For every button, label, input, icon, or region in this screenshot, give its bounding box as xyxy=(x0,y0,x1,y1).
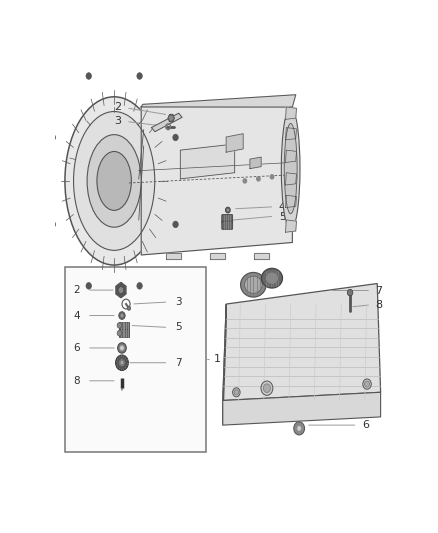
Bar xyxy=(120,321,129,329)
Polygon shape xyxy=(250,157,261,168)
Polygon shape xyxy=(116,282,121,290)
Polygon shape xyxy=(168,115,171,118)
Text: 5: 5 xyxy=(279,212,286,222)
Ellipse shape xyxy=(97,151,131,211)
Polygon shape xyxy=(286,195,297,207)
Text: 4: 4 xyxy=(279,202,286,212)
Ellipse shape xyxy=(233,388,240,397)
Circle shape xyxy=(270,175,274,179)
Circle shape xyxy=(117,330,122,336)
Text: 5: 5 xyxy=(175,322,182,333)
Circle shape xyxy=(120,361,124,365)
Polygon shape xyxy=(141,95,296,107)
Polygon shape xyxy=(171,118,174,122)
Circle shape xyxy=(120,345,124,351)
Text: 2: 2 xyxy=(114,102,121,112)
Text: 4: 4 xyxy=(74,311,80,320)
Polygon shape xyxy=(226,134,243,152)
Circle shape xyxy=(173,221,178,228)
Ellipse shape xyxy=(265,272,279,284)
Polygon shape xyxy=(254,253,269,259)
Polygon shape xyxy=(286,127,297,140)
Text: 8: 8 xyxy=(74,376,80,386)
Polygon shape xyxy=(121,389,123,391)
Polygon shape xyxy=(286,220,297,232)
Circle shape xyxy=(243,179,247,183)
Circle shape xyxy=(118,343,126,353)
Polygon shape xyxy=(121,290,126,298)
Circle shape xyxy=(137,72,142,79)
Polygon shape xyxy=(116,290,121,298)
Circle shape xyxy=(86,282,92,289)
Circle shape xyxy=(117,322,122,328)
Circle shape xyxy=(297,425,301,431)
Polygon shape xyxy=(166,253,181,259)
Circle shape xyxy=(50,221,56,228)
Circle shape xyxy=(116,355,128,370)
Circle shape xyxy=(170,116,173,120)
Text: 6: 6 xyxy=(362,420,369,430)
Ellipse shape xyxy=(261,268,283,288)
Ellipse shape xyxy=(364,381,370,387)
Ellipse shape xyxy=(244,276,262,293)
Circle shape xyxy=(86,72,92,79)
Circle shape xyxy=(137,282,142,289)
Ellipse shape xyxy=(234,390,239,395)
Circle shape xyxy=(294,422,304,435)
Ellipse shape xyxy=(87,135,141,227)
Polygon shape xyxy=(286,173,297,185)
Circle shape xyxy=(127,306,131,310)
Circle shape xyxy=(119,312,125,319)
Polygon shape xyxy=(223,304,226,425)
FancyBboxPatch shape xyxy=(222,221,233,229)
Polygon shape xyxy=(121,282,126,290)
FancyBboxPatch shape xyxy=(222,215,233,223)
Ellipse shape xyxy=(263,384,271,392)
Text: 1: 1 xyxy=(214,354,221,365)
Circle shape xyxy=(118,287,124,294)
Polygon shape xyxy=(180,144,235,179)
Polygon shape xyxy=(141,107,293,255)
Ellipse shape xyxy=(65,97,163,265)
Bar xyxy=(65,267,206,452)
Polygon shape xyxy=(223,392,381,425)
Polygon shape xyxy=(170,118,173,122)
Polygon shape xyxy=(170,115,173,118)
Polygon shape xyxy=(210,253,225,259)
Text: 3: 3 xyxy=(175,297,182,307)
Circle shape xyxy=(50,134,56,141)
Polygon shape xyxy=(168,118,171,122)
Ellipse shape xyxy=(261,381,273,395)
Circle shape xyxy=(119,359,125,367)
Text: 7: 7 xyxy=(375,286,383,295)
Polygon shape xyxy=(152,113,182,132)
Ellipse shape xyxy=(74,111,155,251)
Text: 8: 8 xyxy=(375,300,383,310)
Text: 6: 6 xyxy=(74,343,80,353)
Text: 2: 2 xyxy=(74,285,80,295)
Ellipse shape xyxy=(240,272,266,297)
Polygon shape xyxy=(116,286,121,294)
Text: 3: 3 xyxy=(114,116,121,126)
Circle shape xyxy=(257,177,260,181)
Circle shape xyxy=(226,208,229,212)
Polygon shape xyxy=(121,286,126,294)
Ellipse shape xyxy=(284,124,297,214)
Circle shape xyxy=(173,134,178,141)
Text: 7: 7 xyxy=(175,358,182,368)
Polygon shape xyxy=(286,150,297,163)
Polygon shape xyxy=(171,115,174,118)
Circle shape xyxy=(347,289,353,296)
Ellipse shape xyxy=(363,379,371,389)
Polygon shape xyxy=(286,107,297,119)
Ellipse shape xyxy=(281,107,300,230)
Polygon shape xyxy=(223,284,381,400)
Circle shape xyxy=(226,207,230,213)
Bar xyxy=(120,329,129,337)
Circle shape xyxy=(120,313,124,318)
